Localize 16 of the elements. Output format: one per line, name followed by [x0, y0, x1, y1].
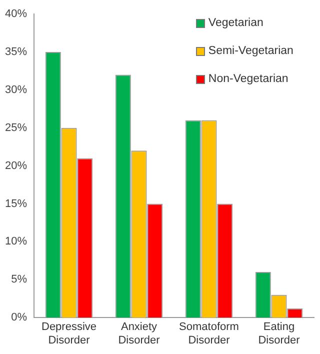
y-tick-label: 20% [4, 160, 28, 172]
y-tick-label: 15% [4, 198, 28, 210]
legend-label: Semi-Vegetarian [208, 44, 294, 58]
y-tick-label: 35% [4, 46, 28, 58]
y-tick-label: 40% [4, 8, 28, 20]
x-tick-label: Eating Disorder [258, 321, 300, 346]
legend-label: Non-Vegetarian [208, 72, 288, 86]
y-tick-label: 5% [11, 274, 28, 286]
x-tick-label: Somatoform Disorder [179, 321, 239, 346]
y-tick-label: 30% [4, 84, 28, 96]
y-tick-label: 25% [4, 122, 28, 134]
legend-label: Vegetarian [208, 16, 264, 30]
y-tick-label: 0% [11, 312, 28, 324]
x-tick-label: Depressive Disorder [42, 321, 97, 346]
y-tick-label: 10% [4, 236, 28, 248]
x-tick-label: Anxiety Disorder [118, 321, 160, 346]
